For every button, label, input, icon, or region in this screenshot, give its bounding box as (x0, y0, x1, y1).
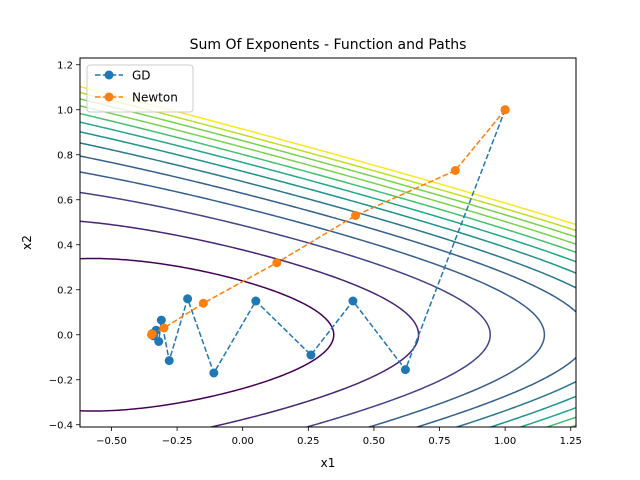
y-axis-label: x2 (20, 235, 34, 250)
gd-path-point (400, 365, 410, 375)
x-tick-label: −0.25 (162, 436, 193, 447)
gd-path-point (154, 337, 164, 346)
x-tick-label: 0.25 (297, 436, 319, 447)
gd-legend-label: GD (132, 69, 151, 83)
x-axis-ticks: −0.50 −0.25 0.00 0.25 0.50 0.75 1.00 1.25 (96, 427, 582, 447)
newton-path-point (351, 211, 361, 220)
y-axis-ticks: −0.4 −0.2 0.0 0.2 0.4 0.6 0.8 1.0 1.2 (49, 60, 80, 431)
legend-box (86, 64, 194, 113)
gd-path-point (183, 294, 193, 304)
x-tick-label: 0.00 (232, 436, 254, 447)
newton-legend-label: Newton (132, 91, 178, 105)
x-tick-label: 0.75 (428, 436, 450, 447)
contour-level-line (80, 142, 576, 427)
newton-path-point (159, 323, 169, 333)
newton-legend-marker (104, 92, 114, 102)
y-tick-label: 1.2 (57, 60, 73, 71)
legend: GD Newton (86, 64, 194, 113)
chart-title: Sum Of Exponents - Function and Paths (190, 37, 467, 53)
plot-frame (79, 57, 577, 428)
gd-path-point (164, 356, 174, 366)
contour-level-line (80, 112, 576, 427)
contour-lines (80, 85, 576, 427)
contour-level-line (80, 105, 576, 427)
y-tick-label: 1.0 (57, 105, 73, 116)
contour-level-line (80, 257, 335, 412)
y-tick-label: 0.8 (57, 150, 73, 161)
y-tick-label: 0.0 (57, 330, 73, 341)
y-tick-label: −0.4 (49, 420, 73, 431)
x-tick-label: −0.50 (96, 436, 127, 447)
newton-path-point (450, 166, 460, 175)
newton-path-point (198, 298, 208, 308)
x-tick-label: 0.50 (363, 436, 385, 447)
y-tick-label: −0.2 (49, 375, 73, 386)
gd-path-point (251, 296, 261, 306)
x-tick-label: 1.00 (494, 436, 516, 447)
gd-legend-marker (104, 70, 114, 80)
y-tick-label: 0.6 (57, 195, 73, 206)
contour-level-line (80, 191, 491, 427)
y-tick-label: 0.4 (57, 240, 73, 251)
optimization-paths (147, 105, 510, 378)
x-tick-label: 1.25 (560, 436, 582, 447)
newton-path-point (272, 258, 282, 268)
y-tick-label: 0.2 (57, 285, 73, 296)
gd-path-point (306, 350, 316, 360)
contour-level-line (80, 131, 576, 427)
newton-path-point (147, 330, 157, 340)
gd-path-point (209, 368, 219, 378)
contour-level-line (80, 155, 576, 427)
gd-path-point (156, 315, 166, 325)
x-axis-label: x1 (321, 456, 336, 470)
newton-path-point (500, 105, 510, 115)
gd-path-point (348, 296, 358, 306)
contour-level-line (80, 220, 420, 427)
